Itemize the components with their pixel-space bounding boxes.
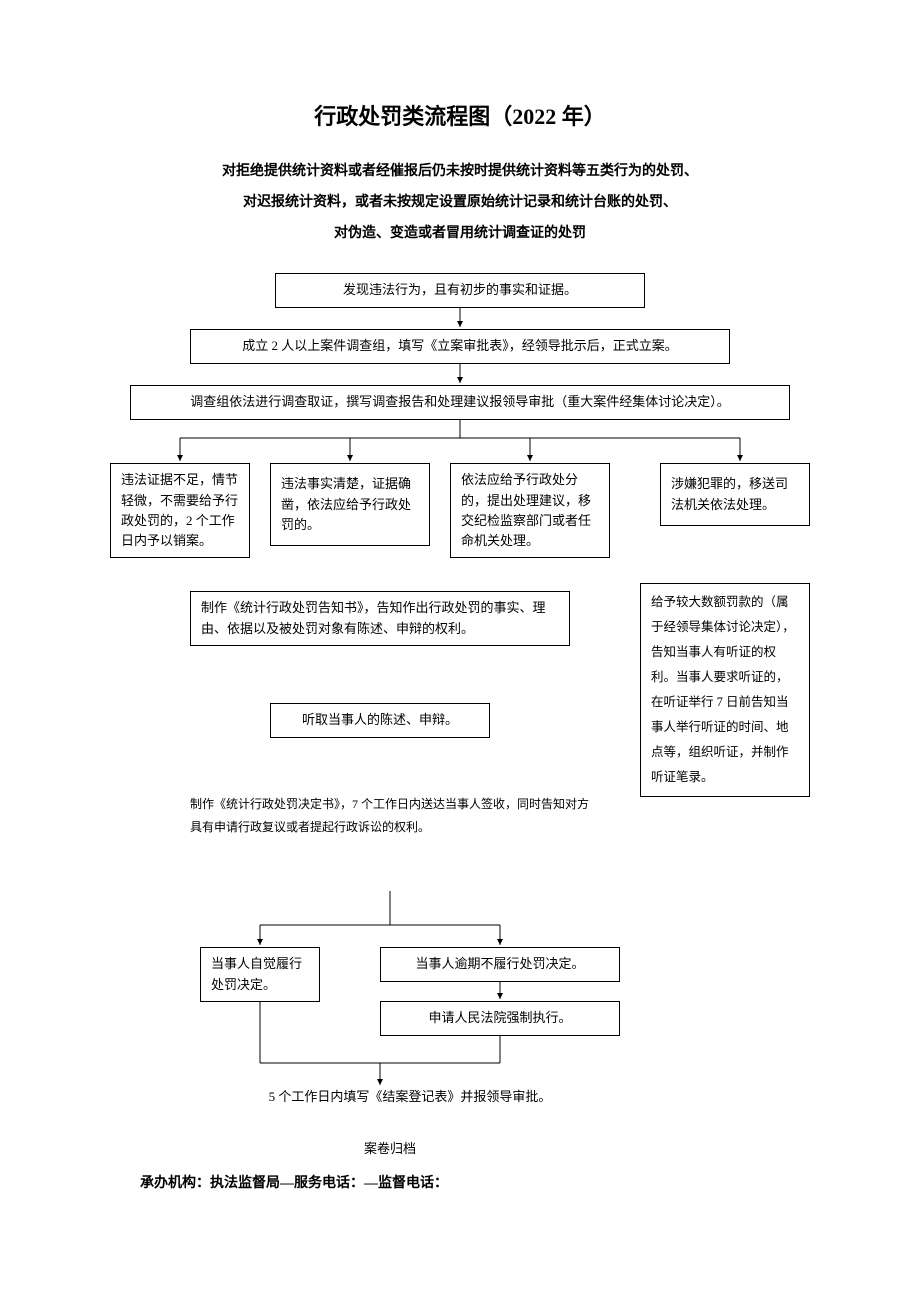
node-overdue-text: 当事人逾期不履行处罚决定。: [415, 956, 584, 971]
node-closure: 5 个工作日内填写《结案登记表》并报领导审批。: [210, 1087, 610, 1108]
node-case-group-text: 成立 2 人以上案件调查组，填写《立案审批表》，经领导批示后，正式立案。: [242, 338, 678, 353]
branch-dismiss-text: 违法证据不足，情节轻微，不需要给予行政处罚的，2 个工作日内予以销案。: [121, 472, 238, 547]
node-archive: 案卷归档: [330, 1139, 450, 1160]
node-voluntary-text: 当事人自觉履行处罚决定。: [211, 956, 302, 991]
branch-discipline: 依法应给予行政处分的，提出处理建议，移交纪检监察部门或者任命机关处理。: [450, 463, 610, 558]
node-closure-text: 5 个工作日内填写《结案登记表》并报领导审批。: [269, 1089, 552, 1104]
node-discover-text: 发现违法行为，且有初步的事实和证据。: [343, 282, 577, 297]
node-overdue: 当事人逾期不履行处罚决定。: [380, 947, 620, 981]
branch-criminal: 涉嫌犯罪的，移送司法机关依法处理。: [660, 463, 810, 525]
branch-dismiss: 违法证据不足，情节轻微，不需要给予行政处罚的，2 个工作日内予以销案。: [110, 463, 250, 558]
branch-penalty-text: 违法事实清楚，证据确凿，依法应给予行政处罚的。: [281, 476, 411, 531]
node-statement-text: 听取当事人的陈述、申辩。: [302, 712, 458, 727]
footer-contact: 承办机构：执法监督局—服务电话：—监督电话：: [130, 1173, 790, 1194]
branch-discipline-text: 依法应给予行政处分的，提出处理建议，移交纪检监察部门或者任命机关处理。: [461, 472, 591, 547]
node-investigate: 调查组依法进行调查取证，撰写调查报告和处理建议报领导审批（重大案件经集体讨论决定…: [130, 385, 790, 419]
branch-penalty: 违法事实清楚，证据确凿，依法应给予行政处罚的。: [270, 463, 430, 545]
node-hearing-text: 给予较大数额罚款的（属于经领导集体讨论决定），告知当事人有听证的权利。当事人要求…: [651, 595, 795, 784]
page-title: 行政处罚类流程图（2022 年）: [130, 100, 790, 133]
node-discover: 发现违法行为，且有初步的事实和证据。: [275, 273, 645, 307]
branch-criminal-text: 涉嫌犯罪的，移送司法机关依法处理。: [671, 476, 788, 511]
node-court-text: 申请人民法院强制执行。: [428, 1010, 571, 1025]
subtitle-2: 对迟报统计资料，或者未按规定设置原始统计记录和统计台账的处罚、: [130, 188, 790, 219]
node-court: 申请人民法院强制执行。: [380, 1001, 620, 1035]
node-investigate-text: 调查组依法进行调查取证，撰写调查报告和处理建议报领导审批（重大案件经集体讨论决定…: [190, 394, 730, 409]
node-archive-text: 案卷归档: [364, 1141, 416, 1156]
node-notice: 制作《统计行政处罚告知书》，告知作出行政处罚的事实、理由、依据以及被处罚对象有陈…: [190, 591, 570, 645]
node-notice-text: 制作《统计行政处罚告知书》，告知作出行政处罚的事实、理由、依据以及被处罚对象有陈…: [201, 600, 546, 635]
node-decision: 制作《统计行政处罚决定书》，7 个工作日内送达当事人签收，同时告知对方具有申请行…: [190, 793, 600, 839]
node-hearing: 给予较大数额罚款的（属于经领导集体讨论决定），告知当事人有听证的权利。当事人要求…: [640, 583, 810, 797]
node-statement: 听取当事人的陈述、申辩。: [270, 703, 490, 737]
node-case-group: 成立 2 人以上案件调查组，填写《立案审批表》，经领导批示后，正式立案。: [190, 329, 730, 363]
subtitle-3: 对伪造、变造或者冒用统计调查证的处罚: [130, 219, 790, 250]
flowchart: 发现违法行为，且有初步的事实和证据。 成立 2 人以上案件调查组，填写《立案审批…: [130, 273, 790, 1153]
node-decision-text: 制作《统计行政处罚决定书》，7 个工作日内送达当事人签收，同时告知对方具有申请行…: [190, 797, 589, 834]
subtitle-block: 对拒绝提供统计资料或者经催报后仍未按时提供统计资料等五类行为的处罚、 对迟报统计…: [130, 157, 790, 249]
node-voluntary: 当事人自觉履行处罚决定。: [200, 947, 320, 1001]
subtitle-1: 对拒绝提供统计资料或者经催报后仍未按时提供统计资料等五类行为的处罚、: [130, 157, 790, 188]
